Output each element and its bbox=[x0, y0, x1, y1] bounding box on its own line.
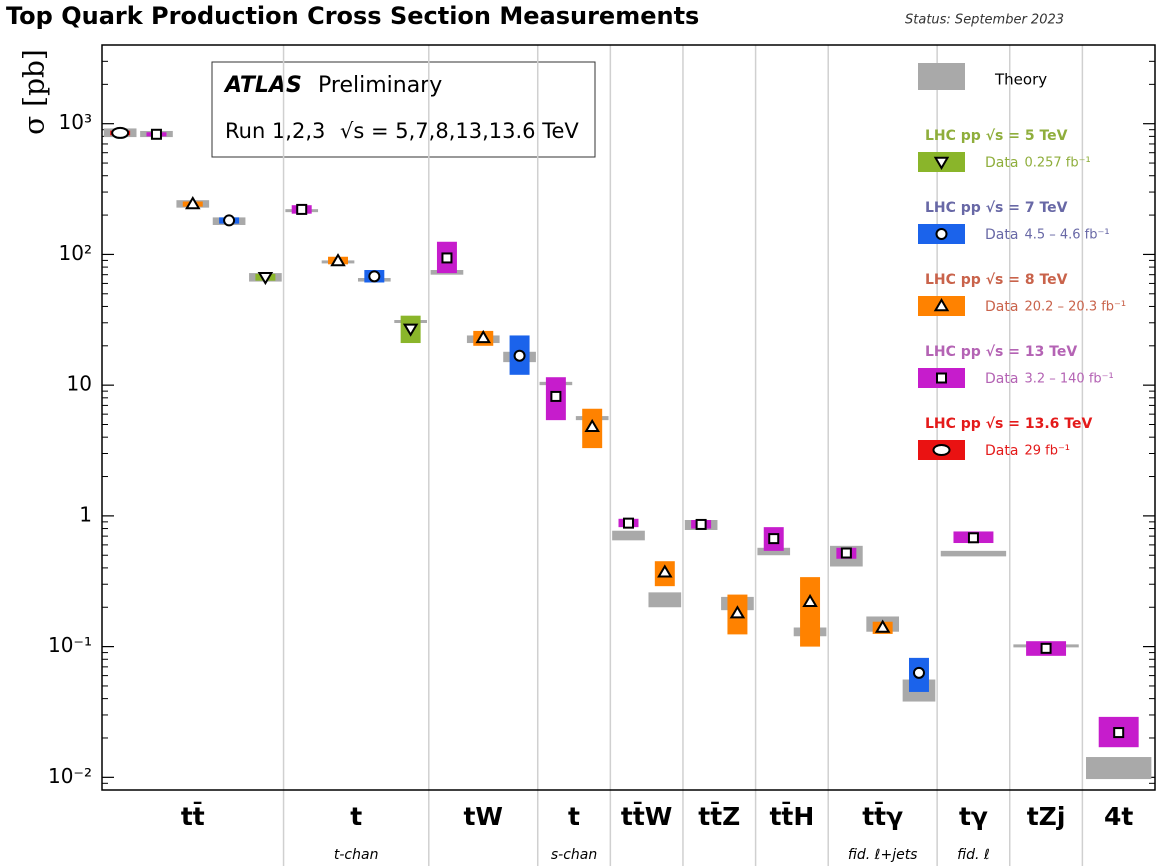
x-tick-label: tt̄ bbox=[181, 800, 205, 831]
marker bbox=[695, 518, 707, 530]
marker bbox=[402, 323, 419, 337]
x-tick-label: t bbox=[568, 802, 580, 831]
x-tick-label: tW bbox=[463, 802, 503, 831]
y-tick-label: 10⁻¹ bbox=[48, 633, 92, 657]
marker bbox=[802, 593, 818, 608]
marker bbox=[657, 564, 673, 578]
marker bbox=[330, 253, 346, 267]
x-tick-sublabel: fid. ℓ+jets bbox=[848, 847, 918, 863]
x-tick-label: tt̄W bbox=[621, 800, 672, 831]
marker bbox=[584, 418, 600, 433]
marker bbox=[513, 349, 526, 362]
theory-band bbox=[940, 550, 1007, 557]
marker bbox=[967, 532, 979, 544]
marker bbox=[768, 533, 780, 545]
marker bbox=[623, 517, 634, 529]
x-tick-sublabel: t-chan bbox=[334, 847, 379, 863]
marker bbox=[150, 128, 162, 140]
marker bbox=[729, 605, 746, 619]
x-tick-label: tt̄Z bbox=[698, 800, 740, 831]
legend-marker bbox=[932, 444, 951, 456]
theory-band bbox=[1086, 757, 1152, 780]
legend-marker bbox=[936, 372, 947, 384]
legend-title: LHC pp √s = 7 TeV bbox=[925, 200, 1068, 216]
chart-title: Top Quark Production Cross Section Measu… bbox=[6, 2, 699, 30]
x-tick-label: t bbox=[350, 802, 362, 831]
legend-data-label: Data bbox=[985, 155, 1018, 171]
marker bbox=[1040, 642, 1052, 654]
x-tick-label: tZj bbox=[1027, 802, 1066, 831]
marker bbox=[912, 666, 925, 679]
legend-lumi: 0.257 fb⁻¹ bbox=[1024, 156, 1090, 171]
x-tick-label: tt̄H bbox=[769, 800, 814, 831]
marker bbox=[441, 252, 453, 264]
y-axis-label: σ [pb] bbox=[18, 49, 51, 135]
legend-title: LHC pp √s = 8 TeV bbox=[925, 272, 1068, 288]
marker bbox=[368, 270, 381, 283]
marker bbox=[475, 329, 492, 344]
legend-lumi: 4.5 – 4.6 fb⁻¹ bbox=[1024, 228, 1109, 243]
y-tick-label: 1 bbox=[79, 502, 92, 526]
annotation-box bbox=[211, 61, 596, 158]
y-tick-label: 10³ bbox=[59, 110, 92, 134]
legend-title: LHC pp √s = 13.6 TeV bbox=[925, 416, 1092, 432]
legend-data-label: Data bbox=[985, 227, 1018, 243]
marker bbox=[874, 619, 891, 633]
plot-frame bbox=[101, 44, 1156, 791]
experiment: ATLAS bbox=[223, 73, 302, 98]
y-tick-label: 10⁻² bbox=[48, 764, 92, 788]
legend-lumi: 3.2 – 140 fb⁻¹ bbox=[1024, 372, 1113, 387]
legend-marker bbox=[935, 228, 948, 240]
marker bbox=[296, 203, 308, 215]
theory-band bbox=[648, 592, 682, 608]
legend-marker bbox=[933, 156, 950, 170]
status: Status: September 2023 bbox=[905, 13, 1064, 28]
annotation-run: Run 1,2,3 bbox=[225, 119, 325, 143]
theory-band bbox=[612, 530, 645, 541]
x-tick-sublabel: fid. ℓ bbox=[957, 847, 990, 863]
x-tick-label: tγ bbox=[959, 802, 988, 831]
annotation-label: Preliminary bbox=[318, 73, 442, 98]
legend-lumi: 20.2 – 20.3 fb⁻¹ bbox=[1024, 300, 1126, 315]
marker bbox=[111, 126, 130, 139]
data-band bbox=[800, 577, 821, 647]
x-tick-label: 4t bbox=[1104, 802, 1133, 831]
y-tick-label: 10² bbox=[59, 241, 92, 265]
legend-title: LHC pp √s = 5 TeV bbox=[925, 128, 1068, 144]
marker bbox=[840, 547, 852, 559]
legend-title: LHC pp √s = 13 TeV bbox=[925, 344, 1077, 360]
marker bbox=[185, 196, 201, 210]
legend-marker bbox=[933, 298, 950, 312]
marker bbox=[550, 390, 562, 402]
legend-lumi: 29 fb⁻¹ bbox=[1024, 444, 1070, 459]
x-tick-sublabel: s-chan bbox=[551, 847, 597, 863]
annotation-energy: √s = 5,7,8,13,13.6 TeV bbox=[340, 119, 579, 143]
legend-data-label: Data bbox=[985, 299, 1018, 315]
y-tick-label: 10 bbox=[67, 372, 92, 396]
x-tick-label: tt̄γ bbox=[862, 800, 903, 831]
legend-theory-swatch bbox=[918, 63, 965, 90]
theory-band bbox=[757, 547, 791, 556]
legend-data-label: Data bbox=[985, 371, 1018, 387]
legend-data-label: Data bbox=[985, 443, 1018, 459]
legend-theory-label: Theory bbox=[994, 71, 1047, 89]
marker bbox=[223, 214, 236, 227]
marker bbox=[257, 271, 274, 286]
marker bbox=[1113, 727, 1125, 739]
